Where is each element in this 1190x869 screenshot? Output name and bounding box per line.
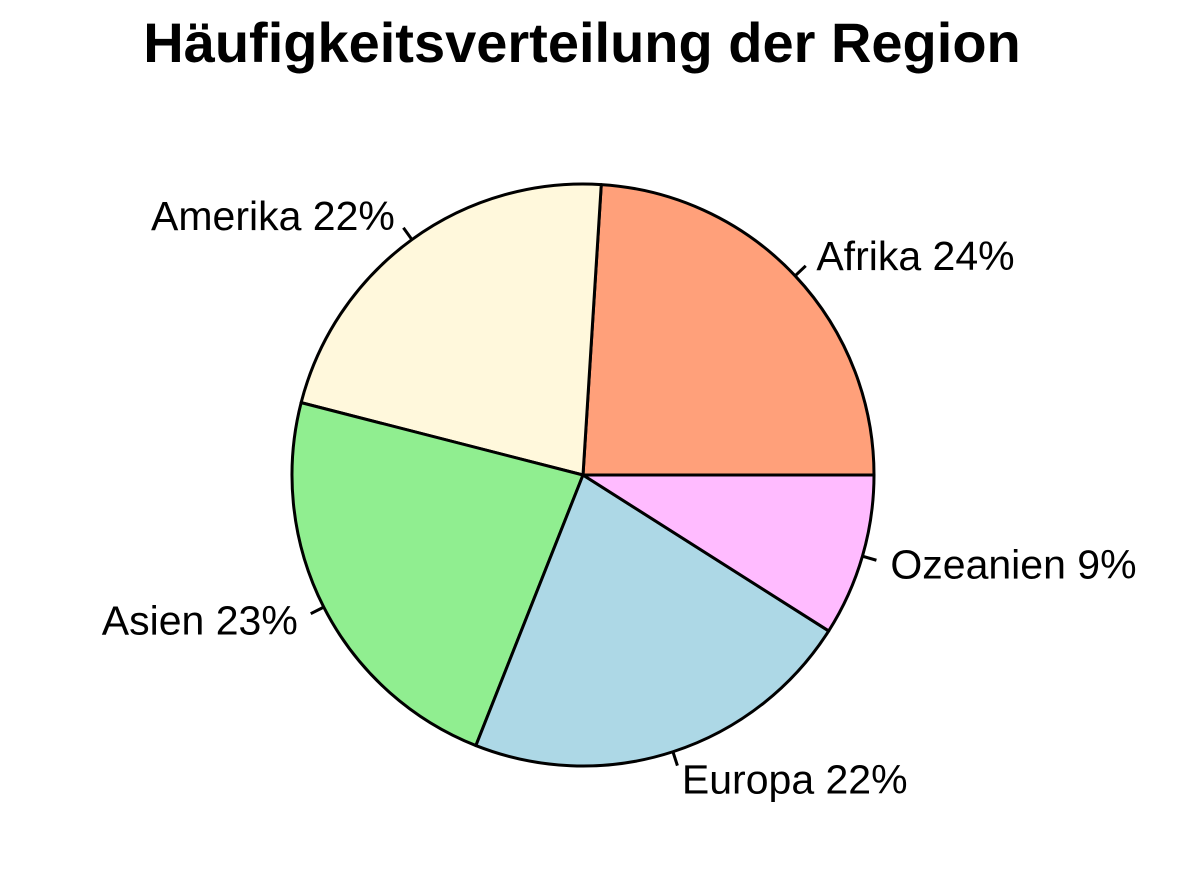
leader-line-afrika: [794, 264, 807, 277]
pie-slices: [290, 182, 876, 768]
pie-leader-lines: [310, 226, 877, 767]
slice-label-afrika: Afrika 24%: [816, 233, 1014, 279]
leader-line-europa: [671, 751, 679, 767]
chart-title: Häufigkeitsverteilung der Region: [143, 11, 1021, 74]
slice-label-europa: Europa 22%: [682, 756, 908, 802]
pie-slice-amerika: [299, 182, 603, 477]
pie-labels: Afrika 24% Amerika 22% Asien 23% Europa 22%…: [102, 193, 1137, 802]
slice-label-amerika: Amerika 22%: [151, 193, 395, 239]
pie-slice-europa: [474, 473, 831, 768]
leader-line-asien: [310, 605, 325, 616]
leader-line-ozeanien: [862, 554, 877, 562]
slice-label-ozeanien: Ozeanien 9%: [890, 541, 1136, 587]
leader-line-amerika: [402, 226, 414, 241]
pie-slice-afrika: [581, 183, 876, 477]
slice-label-asien: Asien 23%: [102, 597, 298, 643]
pie-slice-ozeanien: [581, 473, 876, 633]
